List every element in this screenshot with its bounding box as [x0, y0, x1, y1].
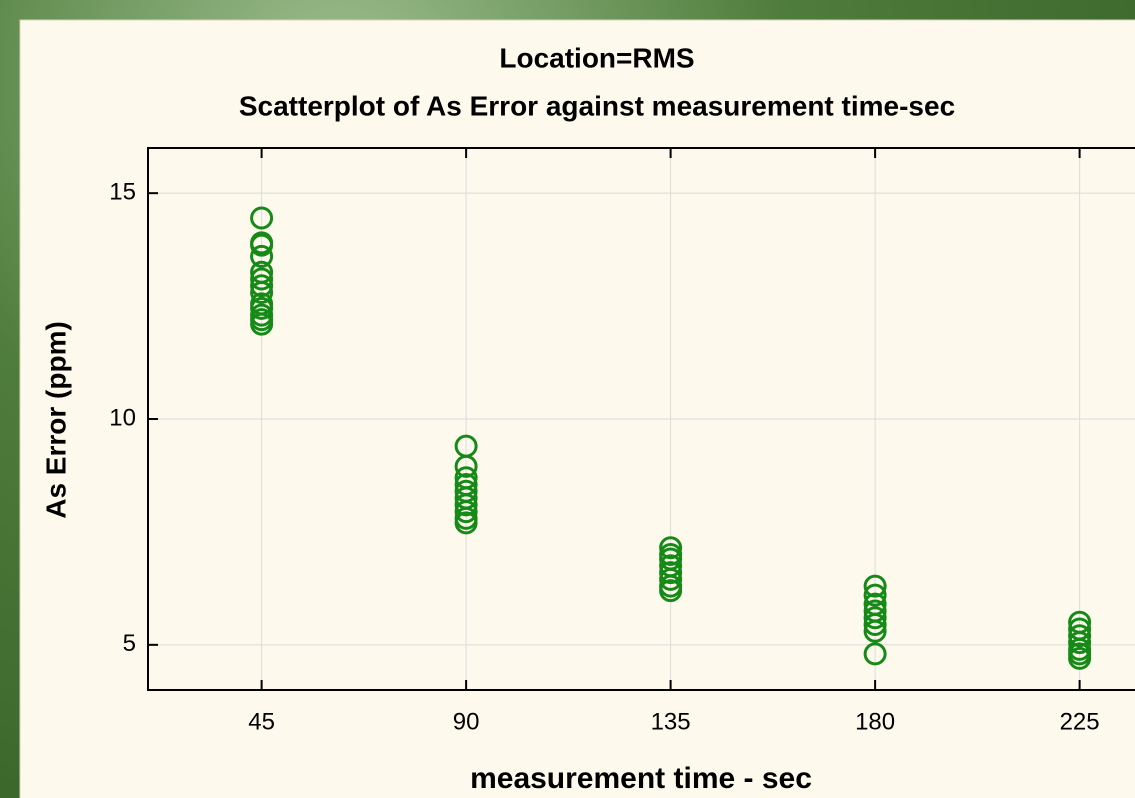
point — [1068, 646, 1092, 670]
plot-frame — [147, 147, 1135, 691]
point — [863, 619, 887, 643]
point — [863, 613, 887, 637]
point — [863, 606, 887, 630]
x-tick-label: 225 — [1060, 708, 1100, 735]
y-tick-label: 15 — [109, 179, 136, 206]
point — [659, 567, 683, 591]
point — [250, 267, 274, 291]
point — [454, 493, 478, 517]
chart-subtitle: Scatterplot of As Error against measurem… — [239, 90, 955, 121]
point — [250, 233, 274, 257]
point — [250, 296, 274, 320]
point — [863, 574, 887, 598]
point — [454, 500, 478, 524]
point — [1068, 631, 1092, 655]
point — [250, 244, 274, 268]
point — [863, 642, 887, 666]
point — [250, 274, 274, 298]
point — [659, 561, 683, 585]
y-tick-label: 5 — [123, 630, 136, 657]
point — [454, 454, 478, 478]
point — [659, 579, 683, 603]
point — [659, 536, 683, 560]
x-tick-label: 90 — [453, 708, 480, 735]
point — [863, 583, 887, 607]
y-axis-label: As Error (ppm) — [40, 321, 71, 519]
point — [454, 511, 478, 535]
x-tick-label: 45 — [248, 708, 275, 735]
point — [250, 281, 274, 305]
x-tick-label: 135 — [651, 708, 691, 735]
y-tick-label: 10 — [109, 404, 136, 431]
point — [1068, 624, 1092, 648]
point — [250, 312, 274, 336]
chart-title: Location=RMS — [499, 42, 694, 73]
x-tick-label: 180 — [855, 708, 895, 735]
x-axis-label: measurement time - sec — [470, 762, 812, 795]
point — [250, 206, 274, 230]
